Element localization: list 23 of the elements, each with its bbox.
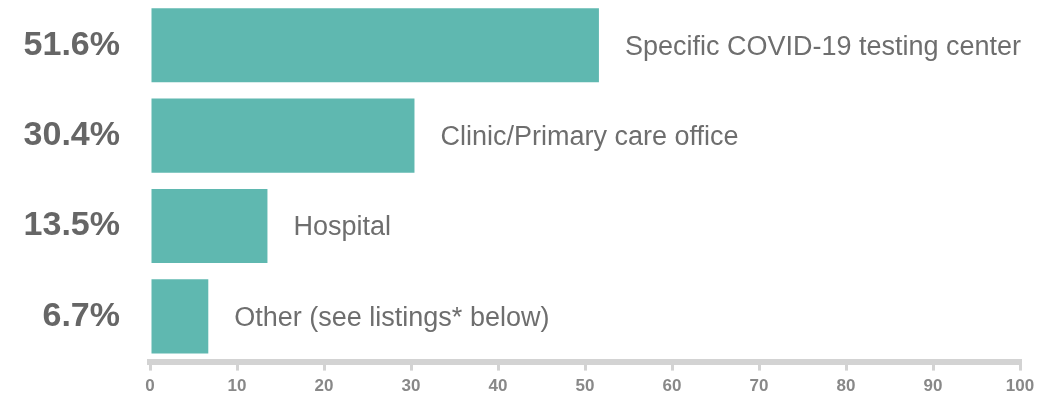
data-label: 30.4% (23, 113, 120, 152)
x-tick-label: 20 (314, 376, 334, 396)
bar (151, 98, 415, 173)
x-tick-label: 40 (488, 376, 508, 396)
y-tick-label: Specific COVID-19 testing center (624, 30, 1022, 61)
x-tick-label: 70 (749, 376, 769, 396)
y-tick-label: Hospital (293, 211, 391, 242)
y-tick-label: Clinic/Primary care office (440, 121, 739, 152)
data-label: 13.5% (23, 204, 120, 243)
bar (151, 188, 268, 264)
x-tick-label: 10 (227, 376, 247, 396)
x-tick-label: 50 (575, 376, 595, 396)
x-tick-label: 60 (662, 376, 682, 396)
bar (151, 279, 209, 354)
bar (151, 8, 599, 83)
x-tick-label: 90 (923, 376, 943, 396)
data-label: 51.6% (23, 23, 120, 62)
x-tick-label: 80 (836, 376, 856, 396)
y-tick-label: Other (see listings* below) (234, 301, 550, 332)
data-label: 6.7% (42, 294, 120, 333)
x-tick-label: 30 (401, 376, 421, 396)
x-tick-label: 0 (145, 376, 155, 396)
x-tick-label: 100 (1005, 376, 1035, 396)
